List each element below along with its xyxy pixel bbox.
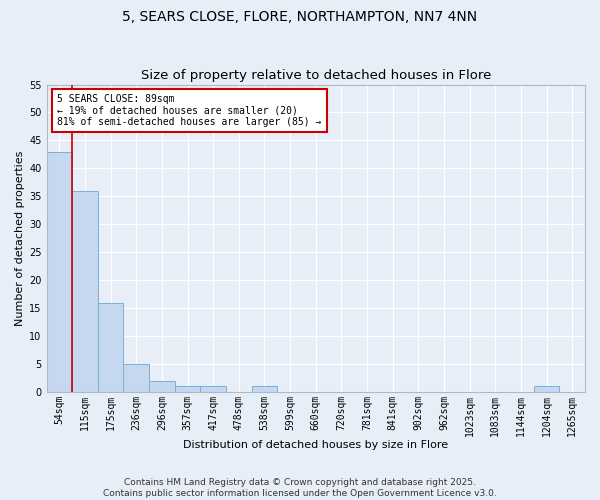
Bar	[149, 381, 175, 392]
Bar	[534, 386, 559, 392]
Bar	[200, 386, 226, 392]
Bar	[47, 152, 72, 392]
Text: 5 SEARS CLOSE: 89sqm
← 19% of detached houses are smaller (20)
81% of semi-detac: 5 SEARS CLOSE: 89sqm ← 19% of detached h…	[57, 94, 322, 127]
Bar	[175, 386, 200, 392]
Bar	[251, 386, 277, 392]
Y-axis label: Number of detached properties: Number of detached properties	[15, 150, 25, 326]
X-axis label: Distribution of detached houses by size in Flore: Distribution of detached houses by size …	[183, 440, 448, 450]
Text: 5, SEARS CLOSE, FLORE, NORTHAMPTON, NN7 4NN: 5, SEARS CLOSE, FLORE, NORTHAMPTON, NN7 …	[122, 10, 478, 24]
Bar	[72, 190, 98, 392]
Title: Size of property relative to detached houses in Flore: Size of property relative to detached ho…	[140, 69, 491, 82]
Bar	[124, 364, 149, 392]
Bar	[98, 302, 124, 392]
Text: Contains HM Land Registry data © Crown copyright and database right 2025.
Contai: Contains HM Land Registry data © Crown c…	[103, 478, 497, 498]
